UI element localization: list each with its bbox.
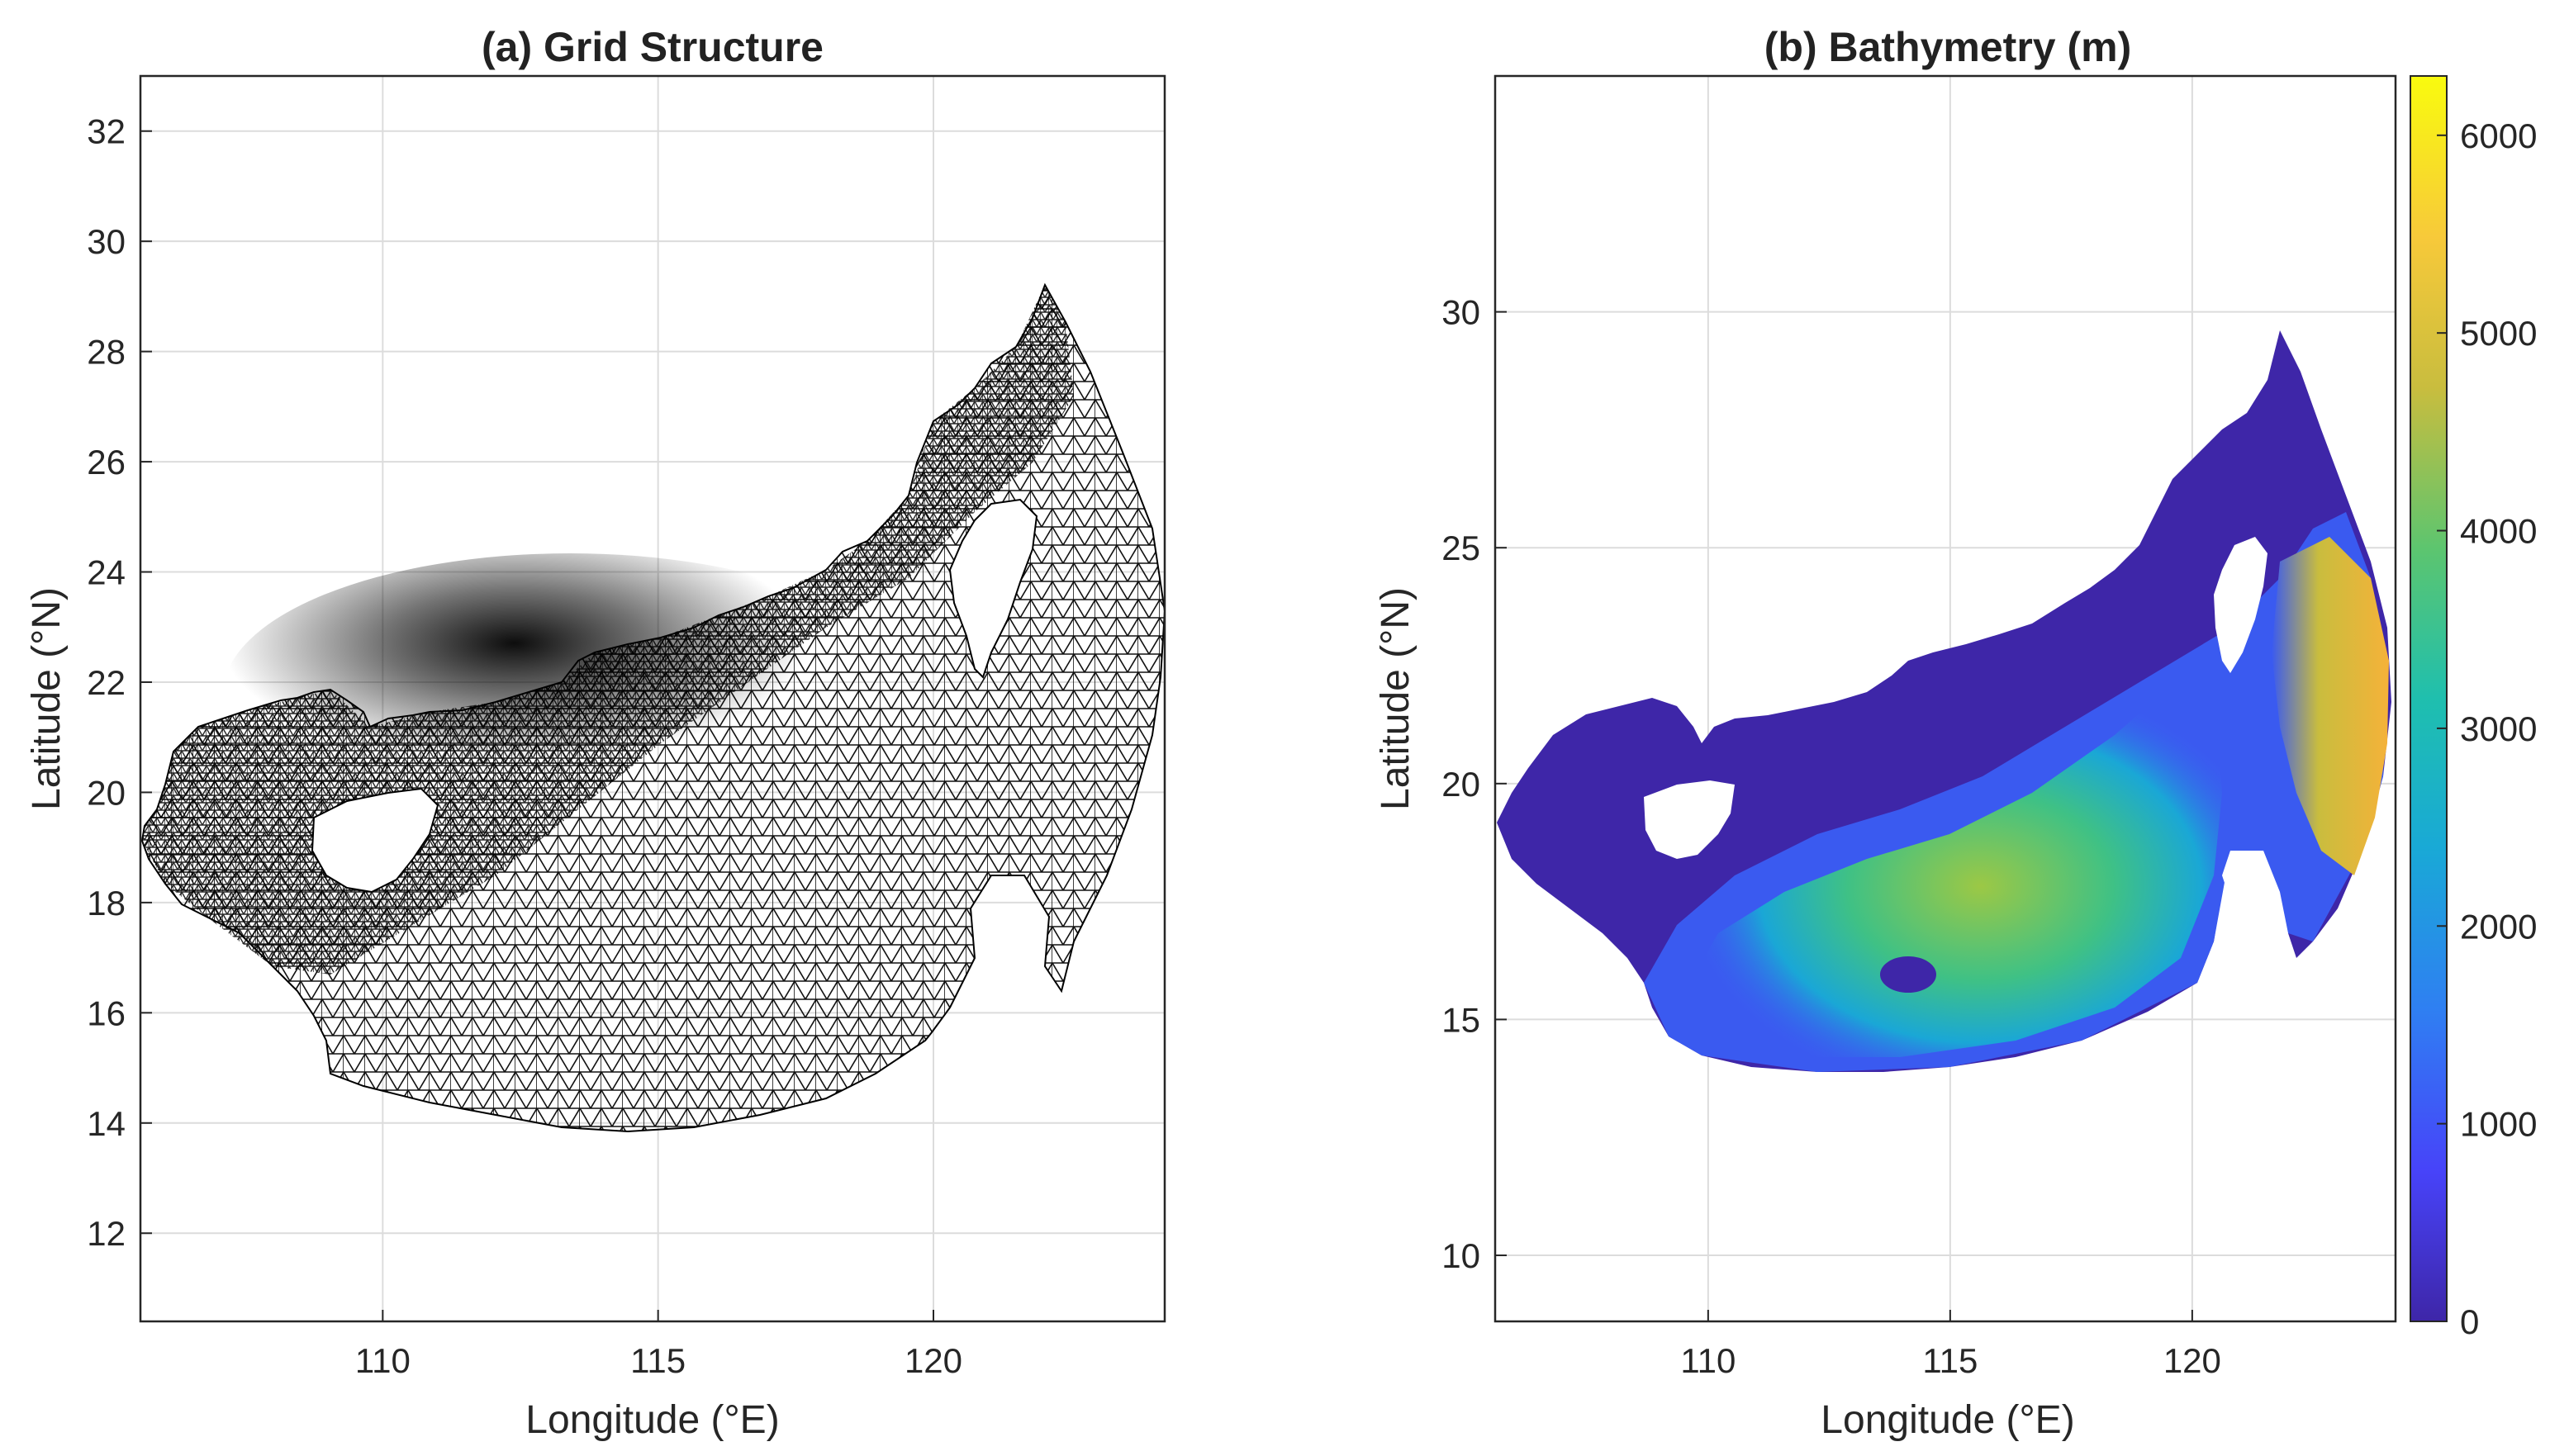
panel-a-xtick-label: 110 [355,1341,411,1380]
panel-a-ytick-label: 24 [87,553,126,592]
panel-b-xtick-label: 110 [1680,1341,1736,1380]
colorbar-tick-label: 4000 [2460,512,2537,551]
colorbar-tick-label: 6000 [2460,116,2537,155]
panel-a-ytick-label: 26 [87,443,126,481]
panel-a-grid-structure: (a) Grid Structure 110 115 120 12 14 16 18 20 22… [25,24,1166,1442]
colorbar: 0 1000 2000 3000 4000 5000 6000 [2410,75,2537,1341]
panel-a-xtick-label: 120 [905,1341,962,1380]
colorbar-gradient [2410,76,2447,1321]
panel-b-ylabel: Latitude (°N) [1374,587,1417,810]
bathymetry-field [1497,330,2391,1072]
panel-a-triangular-mesh [140,282,1166,1133]
colorbar-tick-label: 2000 [2460,907,2537,946]
panel-b-ytick-label: 25 [1441,529,1480,567]
panel-a-ytick-label: 20 [87,773,126,812]
colorbar-tick-label: 1000 [2460,1105,2537,1144]
colorbar-tick-label: 3000 [2460,709,2537,748]
panel-b-bathymetry: (b) Bathymetry (m) 110 115 120 10 15 20 25 30 L… [1374,24,2537,1442]
panel-b-xlabel: Longitude (°E) [1821,1398,2074,1442]
panel-b-title: (b) Bathymetry (m) [1764,24,2131,70]
panel-a-ytick-label: 14 [87,1104,126,1143]
taiwan-island [948,498,1038,679]
panel-b-ytick-label: 20 [1441,765,1480,804]
panel-a-xtick-label: 115 [630,1341,686,1380]
panel-a-tick-labels: 110 115 120 12 14 16 18 20 22 24 26 28 30 32 [87,112,962,1380]
hainan-island [311,787,439,894]
panel-b-axes-frame [1493,74,2397,1323]
panel-b-tick-labels: 110 115 120 10 15 20 25 30 [1441,293,2221,1380]
colorbar-tick-label: 5000 [2460,314,2537,353]
panel-a-ytick-label: 28 [87,333,126,372]
taiwan-island-b [2214,537,2267,673]
panel-a-ytick-label: 30 [87,222,126,261]
mesh-dense-pearl-river [223,553,917,834]
panel-a-ylabel: Latitude (°N) [25,587,69,810]
panel-a-xlabel: Longitude (°E) [525,1398,779,1442]
panel-b-ytick-label: 15 [1441,1000,1480,1039]
seamount-shallow [1880,956,1936,993]
panel-a-title: (a) Grid Structure [482,24,824,70]
colorbar-frame [2410,75,2448,1322]
deep-basin [1685,677,2222,1057]
panel-b-xtick-label: 120 [2163,1341,2221,1380]
hainan-island-b [1644,780,1735,859]
panel-a-ytick-label: 12 [87,1214,126,1253]
panel-a-ytick-label: 32 [87,112,126,151]
panel-a-ytick-label: 18 [87,884,126,922]
philippine-sea-deep [2272,537,2389,875]
colorbar-tick-labels: 0 1000 2000 3000 4000 5000 6000 [2437,116,2537,1341]
colorbar-tick-label: 0 [2460,1302,2479,1341]
panel-b-xtick-label: 115 [1922,1341,1978,1380]
luzon-island-b [2222,851,2288,950]
panel-a-axes-frame [139,74,1166,1323]
panel-a-ytick-label: 16 [87,994,126,1032]
panel-b-ytick-label: 30 [1441,293,1480,332]
panel-b-ytick-label: 10 [1441,1236,1480,1275]
panel-a-ytick-label: 22 [87,663,126,702]
